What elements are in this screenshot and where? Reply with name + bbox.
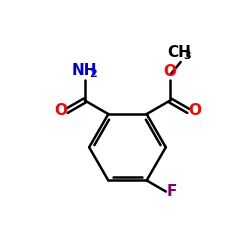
Text: O: O — [54, 104, 67, 118]
Text: F: F — [166, 184, 176, 199]
Text: 3: 3 — [184, 51, 191, 61]
Text: CH: CH — [168, 44, 192, 60]
Text: 2: 2 — [89, 69, 96, 79]
Text: O: O — [164, 64, 177, 79]
Text: NH: NH — [72, 63, 98, 78]
Text: O: O — [188, 104, 201, 118]
